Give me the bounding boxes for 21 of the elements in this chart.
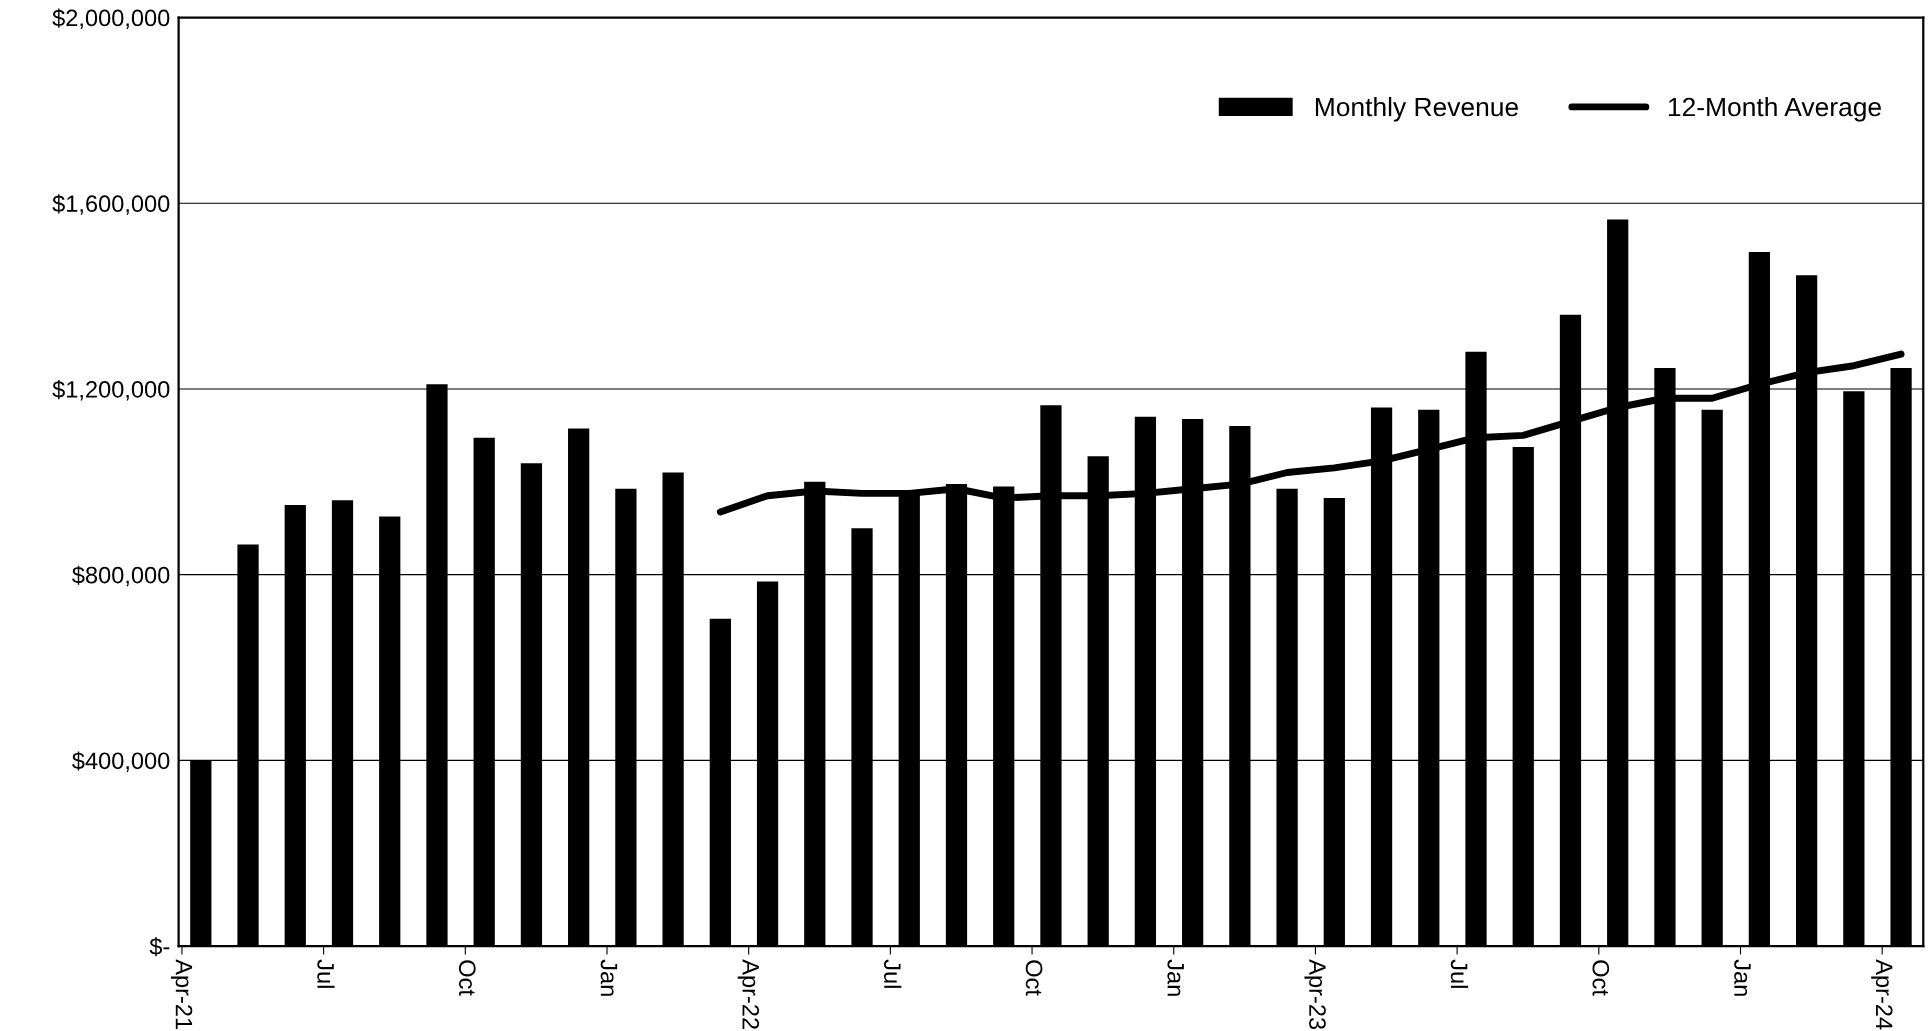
- x-tick-label: Apr-24: [1871, 959, 1893, 1030]
- x-tick-label: Oct: [1025, 960, 1043, 996]
- y-tick-label: $1,600,000: [52, 194, 170, 215]
- y-tick-label: $2,000,000: [52, 8, 170, 30]
- x-tick-label: Jul: [1450, 959, 1469, 988]
- x-tick-label: Apr-23: [1304, 959, 1326, 1030]
- x-tick-label: Apr-21: [170, 959, 193, 1029]
- x-tick-label: Jul: [884, 959, 902, 988]
- legend-label: Monthly Revenue: [1315, 96, 1518, 122]
- x-tick-label: Oct: [458, 960, 476, 996]
- x-tick-label: Jan: [1167, 959, 1184, 996]
- x-tick-label: Jan: [600, 959, 618, 996]
- x-tick-label: Jul: [317, 959, 335, 988]
- y-tick-label: $-: [149, 937, 170, 957]
- y-tick-label: $1,200,000: [52, 380, 170, 401]
- x-tick-label: Jan: [1734, 959, 1751, 996]
- legend-label: 12-Month Average: [1668, 96, 1881, 122]
- y-tick-label: $800,000: [72, 565, 170, 587]
- y-tick-label: $400,000: [72, 751, 170, 772]
- x-tick-label: Oct: [1592, 960, 1610, 996]
- x-tick-label: Apr-22: [737, 959, 760, 1029]
